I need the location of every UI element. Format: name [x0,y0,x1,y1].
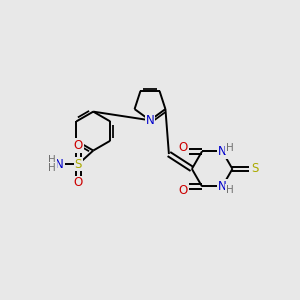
Text: S: S [75,158,82,171]
Text: O: O [178,141,188,154]
Text: S: S [251,162,258,176]
Text: H: H [226,143,234,153]
Text: N: N [218,180,227,193]
Text: O: O [178,184,188,197]
Text: H: H [48,163,56,173]
Text: N: N [55,158,64,171]
Text: N: N [146,114,154,127]
Text: N: N [218,145,227,158]
Text: O: O [74,176,83,190]
Text: H: H [226,185,234,195]
Text: H: H [48,155,56,165]
Text: O: O [74,139,83,152]
